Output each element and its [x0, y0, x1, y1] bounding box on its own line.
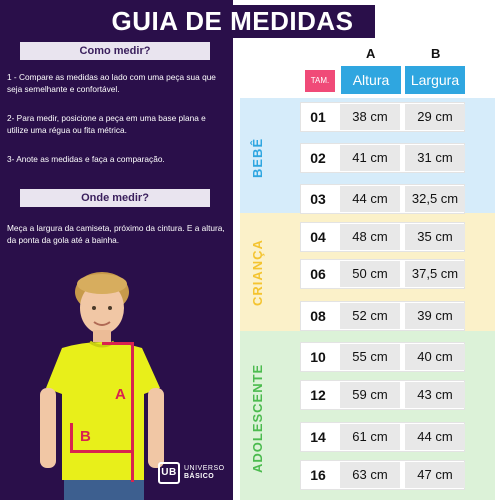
size-column-header: TAM.	[305, 70, 335, 92]
width-measure-left-line	[70, 423, 73, 453]
size-cell: 08	[302, 303, 334, 329]
height-cell: 41 cm	[340, 145, 400, 171]
size-cell: 06	[302, 261, 334, 287]
width-measure-line	[70, 450, 134, 453]
height-cell: 59 cm	[340, 382, 400, 408]
width-cell: 43 cm	[405, 382, 465, 408]
how-to-measure-heading: Como medir?	[20, 42, 210, 60]
child-illustration: A B	[40, 270, 200, 500]
width-cell: 39 cm	[405, 303, 465, 329]
height-cell: 63 cm	[340, 462, 400, 488]
brand-name-line1: UNIVERSO	[184, 465, 225, 472]
size-cell: 04	[302, 224, 334, 250]
where-to-measure-text: Meça a largura da camiseta, próximo da c…	[7, 223, 225, 245]
step-2-text: 2- Para medir, posicione a peça em uma b…	[7, 113, 206, 135]
brand-mark-icon: UB	[158, 462, 180, 484]
column-b-letter: B	[431, 46, 441, 61]
height-cell: 61 cm	[340, 424, 400, 450]
height-cell: 38 cm	[340, 104, 400, 130]
group-label-child: CRIANÇA	[250, 239, 265, 307]
width-cell: 47 cm	[405, 462, 465, 488]
height-measure-line	[131, 342, 134, 482]
height-cell: 55 cm	[340, 344, 400, 370]
size-cell: 01	[302, 104, 334, 130]
size-cell: 02	[302, 145, 334, 171]
instructions-panel: Como medir? 1 - Compare as medidas ao la…	[0, 0, 233, 500]
height-measure-label: A	[115, 386, 126, 403]
width-cell: 32,5 cm	[405, 186, 465, 212]
group-label-teen: ADOLESCENTE	[250, 363, 265, 473]
column-a-letter: A	[366, 46, 376, 61]
width-column-header: Largura	[405, 66, 465, 94]
size-cell: 14	[302, 424, 334, 450]
width-cell: 35 cm	[405, 224, 465, 250]
height-cell: 44 cm	[340, 186, 400, 212]
brand-logo: UB UNIVERSO BÁSICO	[158, 462, 225, 484]
height-cell: 48 cm	[340, 224, 400, 250]
group-label-baby: BEBÊ	[250, 137, 265, 179]
size-cell: 10	[302, 344, 334, 370]
step-3-text: 3- Anote as medidas e faça a comparação.	[7, 154, 165, 164]
step-1-text: 1 - Compare as medidas ao lado com uma p…	[7, 72, 216, 94]
width-cell: 29 cm	[405, 104, 465, 130]
height-measure-top-line	[102, 342, 134, 345]
height-cell: 50 cm	[340, 261, 400, 287]
brand-name-line2: BÁSICO	[184, 473, 215, 480]
height-column-header: Altura	[341, 66, 401, 94]
width-cell: 37,5 cm	[405, 261, 465, 287]
size-cell: 12	[302, 382, 334, 408]
width-cell: 44 cm	[405, 424, 465, 450]
where-to-measure-heading: Onde medir?	[20, 189, 210, 207]
size-cell: 03	[302, 186, 334, 212]
page-title: GUIA DE MEDIDAS	[90, 5, 375, 38]
width-cell: 40 cm	[405, 344, 465, 370]
width-measure-label: B	[80, 428, 91, 445]
width-cell: 31 cm	[405, 145, 465, 171]
height-cell: 52 cm	[340, 303, 400, 329]
size-cell: 16	[302, 462, 334, 488]
